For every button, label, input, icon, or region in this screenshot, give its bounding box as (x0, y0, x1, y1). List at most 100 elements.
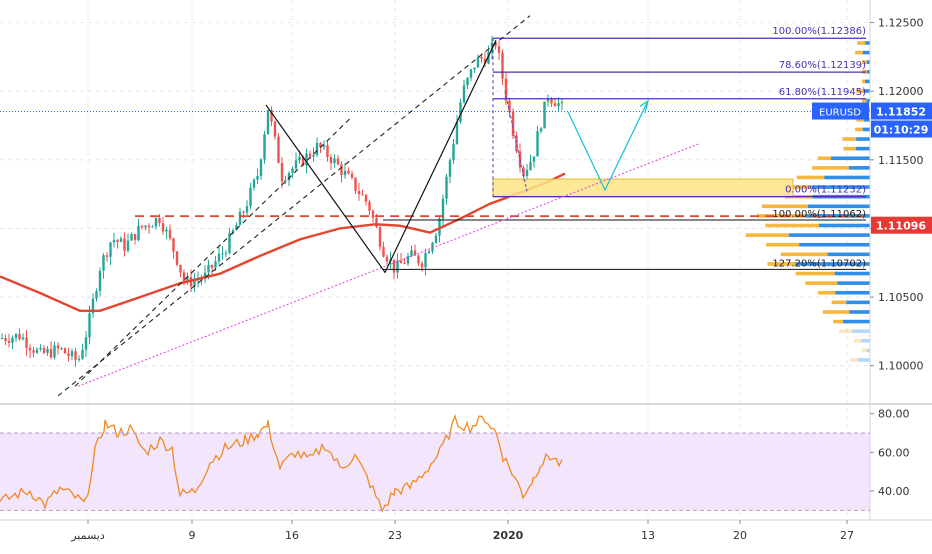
fib-labels: 100.00%(1.12386) 78.60%(1.12139) 61.80%(1.… (772, 26, 866, 269)
candle-body (32, 350, 35, 353)
countdown-badge (871, 120, 932, 138)
candle-body (109, 242, 112, 257)
candle-body (158, 217, 161, 224)
fib-upper-label: 100.00%(1.12386) (772, 26, 866, 37)
candle-body (168, 229, 172, 239)
candle-body (378, 227, 382, 247)
candle-body (529, 161, 532, 170)
candle-body (186, 276, 189, 282)
volume-profile-bar (767, 262, 796, 266)
candle-body (301, 156, 305, 166)
candle-body (396, 260, 399, 273)
volume-profile-bar (849, 310, 870, 314)
volume-profile-bar (863, 89, 870, 93)
candle-body (4, 338, 7, 342)
time-tick-label: 9 (189, 529, 196, 542)
candle-body (140, 225, 144, 228)
volume-profile-bar (818, 223, 870, 228)
channel-dashed-line (74, 118, 351, 387)
volume-profile-bar (866, 69, 870, 74)
candle-body (70, 351, 74, 357)
candle-body (14, 333, 18, 338)
volume-profile-bar (799, 242, 870, 247)
candle-body (165, 229, 168, 232)
volume-profile-bar (817, 156, 832, 161)
volume-profile-bar (855, 50, 863, 55)
candle-body (270, 110, 273, 122)
candle-body (364, 195, 368, 202)
volume-profile-bar (822, 310, 850, 314)
candle-body (427, 251, 431, 254)
candle-body (273, 121, 277, 137)
volume-profile-bar (827, 252, 870, 257)
volume-profile-bar (850, 358, 858, 362)
candle-body (193, 280, 196, 287)
candle-body (172, 238, 175, 252)
candle-body (399, 260, 403, 264)
zigzag-line (265, 40, 497, 274)
candle-body (53, 345, 56, 358)
price-tick-label: 1.12000 (878, 85, 924, 98)
candle-body (518, 151, 522, 168)
candle-body (77, 358, 81, 360)
time-tick-label: 23 (388, 529, 402, 542)
candle-body (284, 180, 287, 182)
volume-profile-bar (788, 233, 870, 237)
volume-profile-bar (862, 127, 870, 132)
candle-body (368, 201, 371, 211)
volume-profile (745, 41, 870, 362)
candle-body (0, 338, 4, 340)
time-tick-label: ديسمبر (70, 529, 105, 542)
candle-body (322, 145, 326, 148)
candle-body (385, 256, 389, 262)
candle-body (392, 259, 396, 273)
time-tick-label: 2020 (493, 529, 524, 542)
rsi-line (0, 413, 563, 514)
volume-profile-bar (857, 358, 870, 362)
candle-body (455, 121, 459, 144)
candle-body (151, 226, 154, 228)
candle-body (221, 253, 224, 255)
candle-body (130, 234, 133, 241)
countdown-value: 01:10:29 (874, 124, 929, 137)
candle-body (210, 264, 214, 268)
price-tick-label: 1.10500 (878, 291, 924, 304)
level-badge (871, 216, 932, 234)
candle-body (74, 351, 77, 360)
volume-profile-bar (805, 281, 838, 285)
current-price-badge (871, 102, 932, 120)
rsi-axis: 80.00 60.00 40.00 (870, 408, 910, 498)
volume-profile-bar (862, 50, 870, 55)
volume-profile-bar (842, 137, 857, 141)
volume-profile-bar (862, 60, 867, 64)
candle-body (431, 242, 434, 252)
volume-profile-bar (843, 146, 856, 151)
candle-body (67, 353, 70, 357)
candle-body (35, 349, 39, 353)
candle-body (466, 77, 469, 86)
candle-body (469, 69, 473, 78)
volume-profile-bar (857, 41, 866, 45)
candle-body (417, 255, 420, 264)
time-axis: ديسمبر 9 16 23 2020 13 20 27 (70, 520, 854, 542)
candle-body (133, 234, 137, 241)
candle-body (39, 347, 42, 350)
candle-body (11, 337, 14, 343)
candle-body (119, 238, 123, 242)
volume-profile-bar (846, 300, 870, 305)
candle-body (557, 103, 560, 107)
candle-body (280, 162, 284, 182)
candle-body (543, 101, 546, 129)
candle-body (88, 313, 91, 338)
volume-profile-bar (842, 319, 870, 324)
level-badge-value: 1.11096 (876, 220, 926, 233)
candle-body (91, 298, 95, 314)
volume-profile-bar (854, 338, 862, 343)
candle-body (445, 176, 448, 199)
candle-body (245, 206, 249, 213)
time-tick-label: 16 (285, 529, 299, 542)
rsi-tick-label: 60.00 (878, 446, 910, 459)
volume-profile-bar (839, 329, 853, 333)
projection-arrowhead (639, 99, 650, 114)
